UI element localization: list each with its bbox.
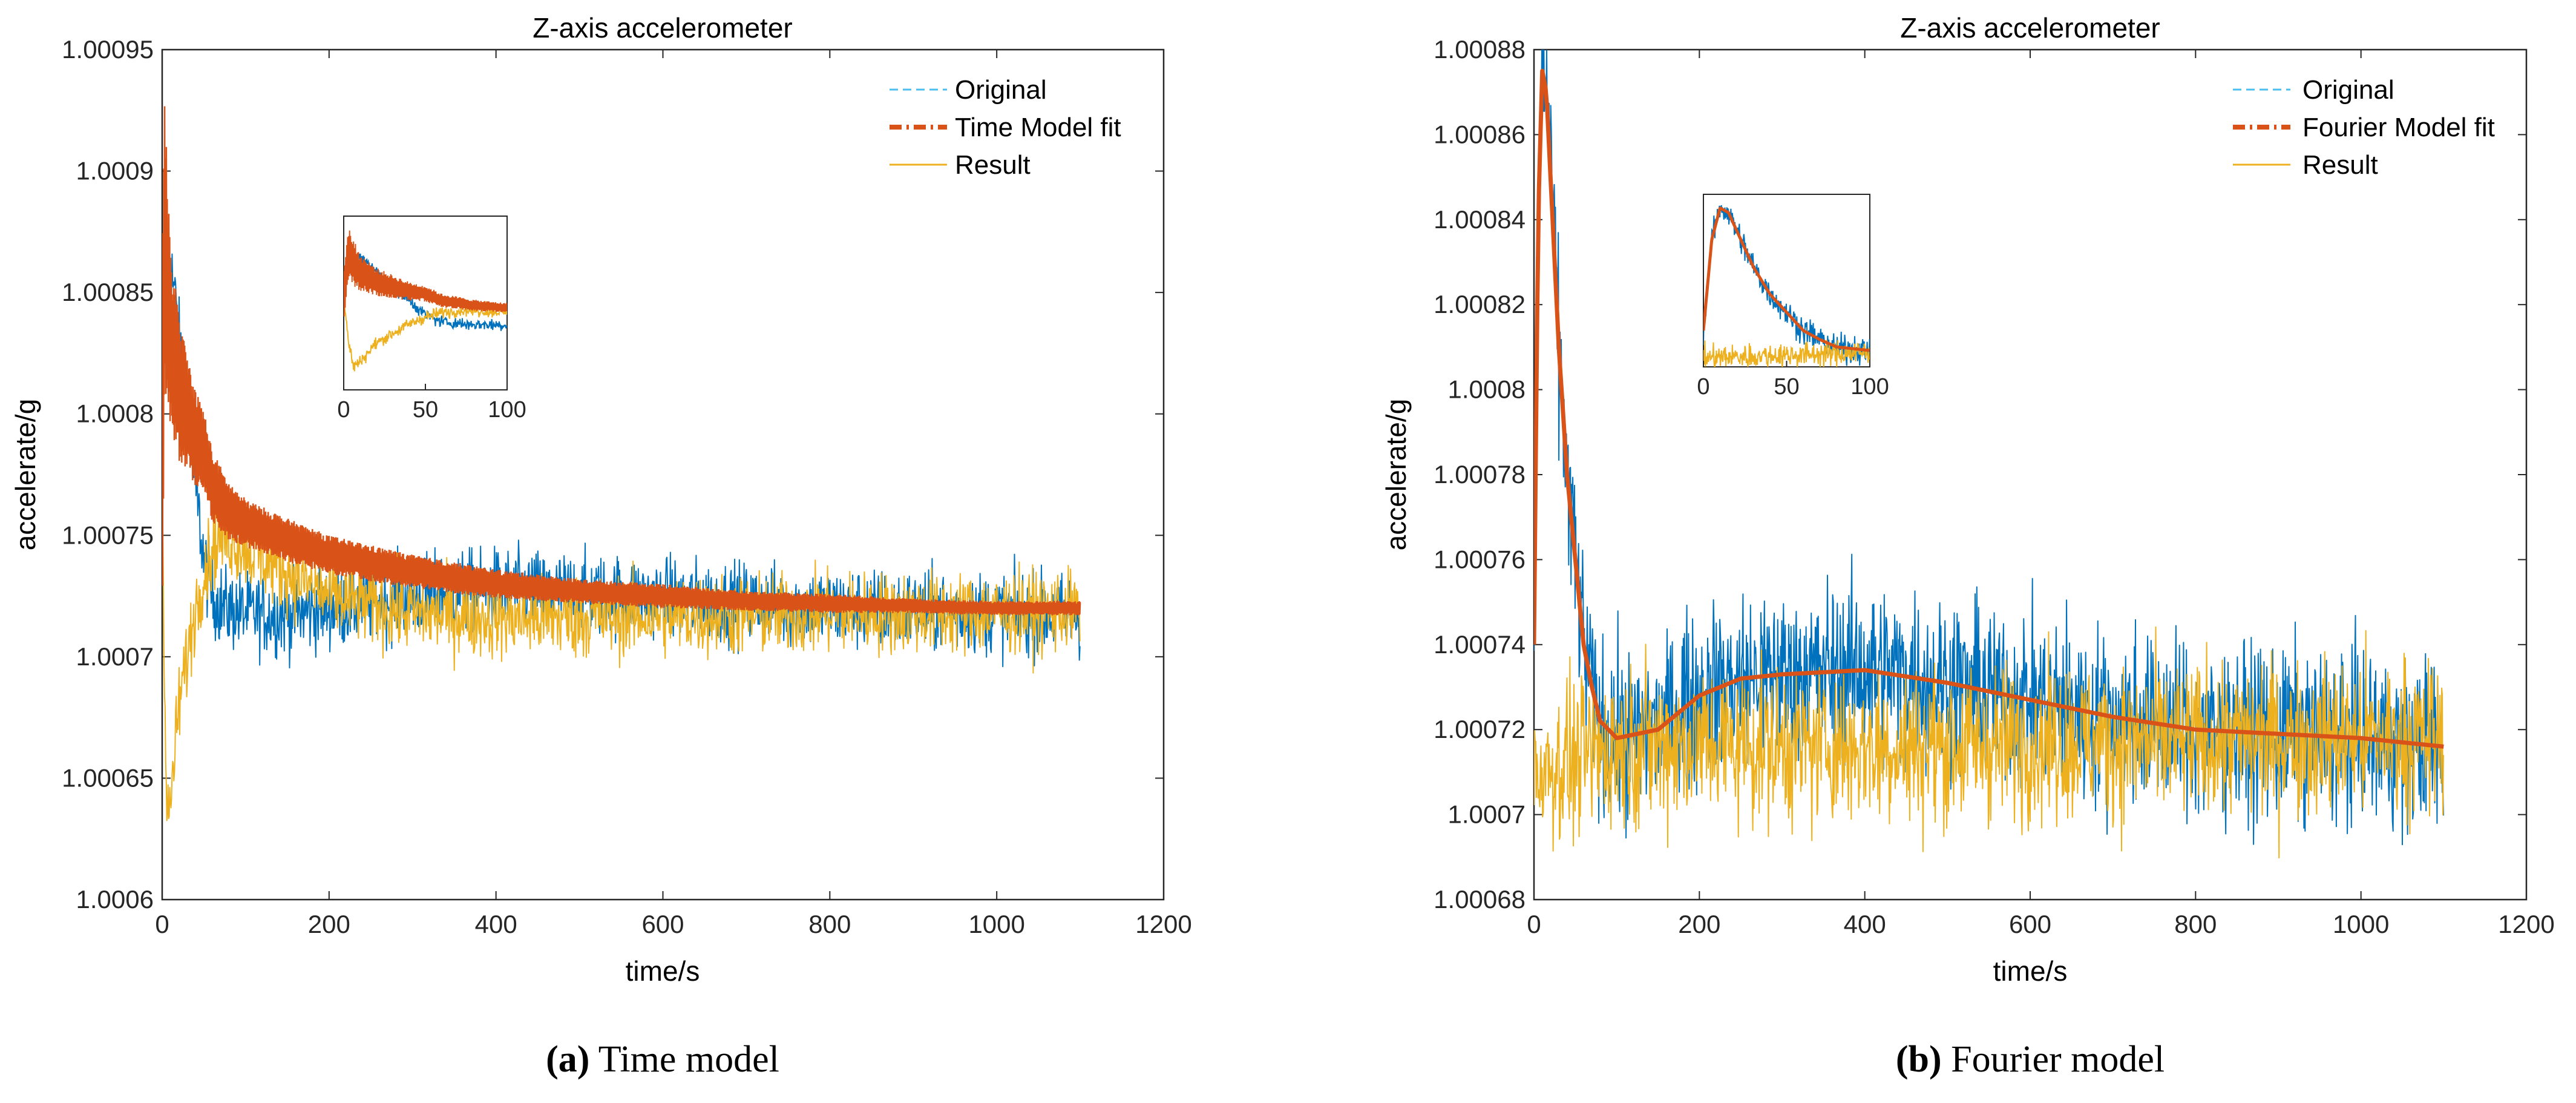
caption-label-b: Fourier model <box>1951 1039 2165 1080</box>
series-group-a <box>162 106 1081 821</box>
legend-label-fit-a: Time Model fit <box>955 113 1121 142</box>
inset-series-a <box>344 230 507 372</box>
y-tick-label: 1.00082 <box>1434 290 1526 318</box>
series-line-result <box>1534 626 2444 858</box>
y-tick-label: 1.0007 <box>76 642 154 671</box>
y-tick-label: 1.00095 <box>62 35 154 64</box>
legend-label-result-a: Result <box>955 150 1031 180</box>
inset-x-tick-label: 0 <box>337 397 350 423</box>
x-tick-label: 400 <box>475 910 517 938</box>
x-tick-label: 1200 <box>2498 910 2554 938</box>
y-axis-label-a: accelerate/g <box>10 399 41 551</box>
y-tick-label: 1.0009 <box>76 157 154 185</box>
legend-label-fit-b: Fourier Model fit <box>2302 113 2495 142</box>
x-tick-label: 800 <box>808 910 851 938</box>
plot-area-a <box>161 48 1165 901</box>
x-axis-label-a: time/s <box>626 955 700 987</box>
inset-x-tick-label: 50 <box>413 397 438 423</box>
series-line-fourier-model-fit <box>1534 68 2445 749</box>
legend-label-original-a: Original <box>955 75 1047 105</box>
inset-x-tick-label: 0 <box>1697 374 1709 400</box>
x-tick-label: 1200 <box>1135 910 1191 938</box>
x-tick-label: 600 <box>641 910 684 938</box>
x-tick-label: 200 <box>308 910 350 938</box>
legend-label-original-b: Original <box>2302 75 2394 105</box>
x-tick-label: 0 <box>1527 910 1541 938</box>
x-ticks-b: 0 200 400 600 800 1000 1200 <box>1527 50 2555 938</box>
x-ticks-a: 0 200 400 600 800 1000 1200 <box>155 50 1192 938</box>
y-tick-label: 1.00088 <box>1434 35 1526 64</box>
caption-letter-b: (b) <box>1896 1039 1942 1080</box>
y-tick-label: 1.00084 <box>1434 205 1526 234</box>
x-tick-label: 800 <box>2174 910 2217 938</box>
y-tick-label: 1.00078 <box>1434 460 1526 489</box>
caption-letter-a: (a) <box>546 1039 589 1080</box>
chart-title-a: Z-axis accelerometer <box>533 12 792 44</box>
x-tick-label: 200 <box>1678 910 1720 938</box>
y-tick-label: 1.00068 <box>1434 885 1526 914</box>
caption-spacer-b <box>1942 1039 1952 1080</box>
y-tick-label: 1.0006 <box>76 885 154 914</box>
legend-b: Original Fourier Model fit Result <box>2233 75 2495 180</box>
y-tick-label: 1.0008 <box>1448 375 1526 404</box>
inset-series-line-result <box>344 294 507 372</box>
y-tick-label: 1.00072 <box>1434 715 1526 743</box>
legend-a: Original Time Model fit Result <box>890 75 1121 180</box>
caption-spacer-a <box>589 1039 598 1080</box>
y-ticks-a: 1.0006 1.00065 1.0007 1.00075 1.0008 1.00085 1… <box>62 35 1164 914</box>
caption-a: (a) Time model <box>546 1039 779 1080</box>
y-tick-label: 1.00065 <box>62 763 154 792</box>
x-tick-label: 1000 <box>968 910 1024 938</box>
caption-label-a: Time model <box>598 1039 779 1080</box>
x-tick-label: 600 <box>2009 910 2051 938</box>
x-tick-label: 1000 <box>2333 910 2389 938</box>
series-group-b <box>1534 50 2445 858</box>
inset-box-b <box>1703 194 1870 367</box>
y-ticks-b: 1.00068 1.0007 1.00072 1.00074 1.00076 1.0007… <box>1434 35 2526 914</box>
x-axis-label-b: time/s <box>1993 955 2068 987</box>
inset-series-line-fourier-model-fit <box>1703 206 1870 352</box>
x-tick-label: 0 <box>155 910 169 938</box>
inset-x-tick-label: 100 <box>1850 374 1889 400</box>
inset-x-ticks-b: 0 50 100 <box>1697 361 1889 400</box>
y-tick-label: 1.0008 <box>76 400 154 428</box>
caption-b: (b) Fourier model <box>1896 1039 2165 1080</box>
chart-title-b: Z-axis accelerometer <box>1900 12 2160 44</box>
inset-x-tick-label: 50 <box>1774 374 1799 400</box>
y-tick-label: 1.00085 <box>62 278 154 306</box>
y-axis-label-b: accelerate/g <box>1380 399 1412 551</box>
chart-a: Z-axis accelerometer 1.0006 1.00065 1.0007… <box>10 12 1192 1080</box>
legend-label-result-b: Result <box>2302 150 2378 180</box>
chart-b: Z-axis accelerometer 1.00068 1.0007 1.0007… <box>1380 12 2555 1080</box>
y-tick-label: 1.00075 <box>62 521 154 549</box>
series-line-time-model-fit <box>162 106 1081 616</box>
y-tick-label: 1.00086 <box>1434 120 1526 148</box>
inset-x-tick-label: 100 <box>488 397 526 423</box>
x-tick-label: 400 <box>1844 910 1886 938</box>
inset-x-ticks-a: 0 50 100 <box>337 384 526 423</box>
inset-series-line-time-model-fit <box>344 230 507 317</box>
y-tick-label: 1.00076 <box>1434 545 1526 573</box>
y-tick-label: 1.00074 <box>1434 630 1526 659</box>
inset-series-b <box>1703 205 1870 367</box>
y-tick-label: 1.0007 <box>1448 800 1526 829</box>
